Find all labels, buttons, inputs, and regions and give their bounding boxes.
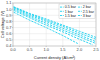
grid-line xyxy=(13,39,96,40)
legend-swatch xyxy=(60,15,64,16)
x-tick-label: 2.5 xyxy=(93,47,99,52)
grid xyxy=(13,3,96,46)
legend-swatch xyxy=(78,7,82,8)
x-tick-label: 0.5 xyxy=(27,47,33,52)
legend-frame xyxy=(59,4,95,19)
legend-swatch xyxy=(60,11,64,12)
legend-label: 1.5 bar xyxy=(65,14,77,18)
y-tick-label: 0.5 xyxy=(6,37,12,42)
x-tick-label: 1.0 xyxy=(43,47,49,52)
x-axis-label: Current density (A/cm²) xyxy=(34,55,76,60)
line xyxy=(14,9,96,43)
legend-swatch xyxy=(78,15,82,16)
chart: 0.00.51.01.52.02.50.40.50.60.70.80.91.01… xyxy=(0,0,100,60)
grid-line xyxy=(13,27,96,28)
line xyxy=(14,8,96,42)
y-tick-label: 0.4 xyxy=(6,43,12,48)
line xyxy=(14,7,96,38)
y-axis-label: Cell voltage (V) xyxy=(0,10,5,38)
legend-swatch xyxy=(60,7,64,8)
grid-line xyxy=(13,33,96,34)
y-tick-label: 0.7 xyxy=(6,25,12,30)
lines xyxy=(14,7,96,45)
plot-frame xyxy=(13,3,96,46)
x-tick-label: 1.5 xyxy=(60,47,66,52)
line xyxy=(14,7,96,39)
y-tick-label: 0.6 xyxy=(6,31,12,36)
grid-line xyxy=(46,3,47,46)
line xyxy=(14,12,78,43)
y-tick-label: 0.9 xyxy=(6,13,12,18)
y-tick-label: 0.8 xyxy=(6,19,12,24)
x-tick-label: 2.0 xyxy=(77,47,83,52)
legend: 0.5 bar1 bar1.5 bar2 bar2.5 bar3 bar xyxy=(59,4,95,19)
y-tick-label: 1.1 xyxy=(6,0,12,5)
y-tick-label: 1.0 xyxy=(6,7,12,12)
legend-label: 3 bar xyxy=(83,14,92,18)
grid-line xyxy=(29,3,30,46)
legend-swatch xyxy=(78,11,82,12)
